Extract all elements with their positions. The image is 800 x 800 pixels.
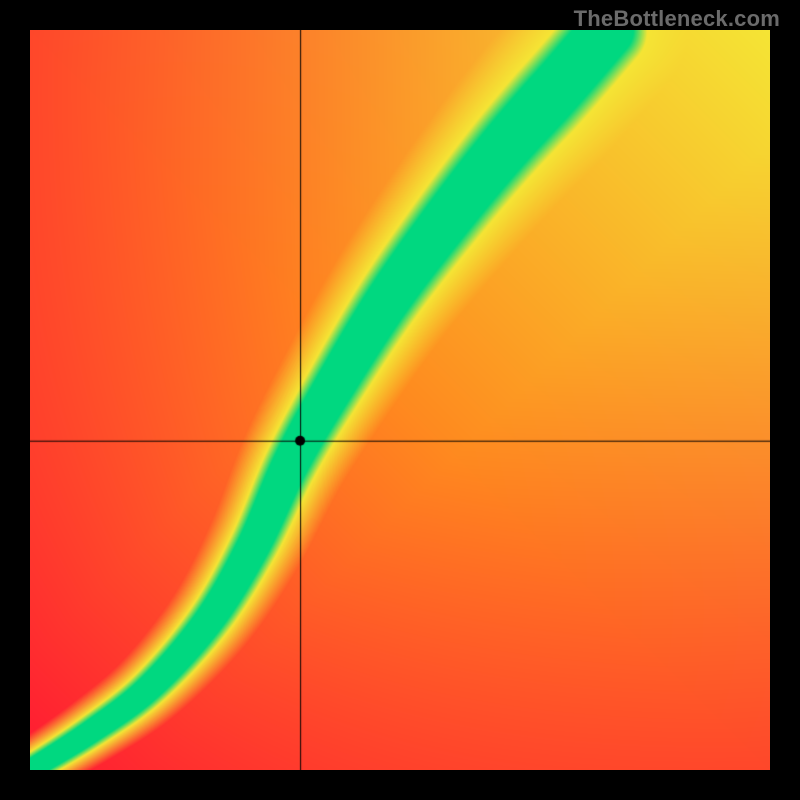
- bottleneck-heatmap: [30, 30, 770, 770]
- watermark-text: TheBottleneck.com: [574, 6, 780, 32]
- chart-container: TheBottleneck.com: [0, 0, 800, 800]
